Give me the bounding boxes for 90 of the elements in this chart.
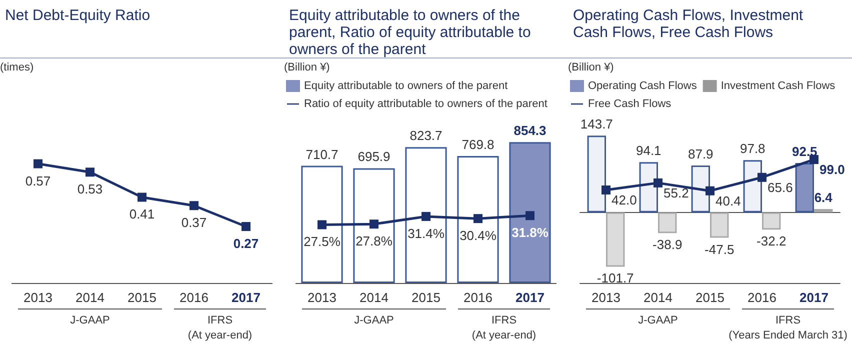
data-label: -32.2: [756, 234, 786, 249]
data-label: 31.8%: [512, 225, 549, 240]
data-label: 55.2: [664, 185, 689, 200]
data-label: 143.7: [580, 116, 613, 132]
point: [706, 186, 714, 196]
data-label: 65.6: [768, 180, 793, 195]
data-label: 0.57: [25, 173, 51, 188]
point: [34, 159, 42, 168]
bar: [457, 156, 499, 283]
y-axis-title: (Billion ¥): [568, 62, 614, 74]
x-tick-label: 2015: [412, 290, 440, 305]
point: [86, 168, 94, 177]
point: [190, 201, 198, 210]
x-tick-label: 2014: [76, 290, 104, 305]
y-axis-title: (Billion ¥): [284, 62, 330, 74]
data-label: 0.41: [129, 206, 155, 222]
point: [654, 178, 662, 188]
x-tick-label: 2016: [464, 290, 492, 305]
x-tick-label: 2017: [232, 290, 260, 305]
bar: [710, 212, 729, 238]
text: J-GAAP: [70, 314, 110, 326]
legend-label: Free Cash Flows: [588, 98, 672, 110]
legend-label: Equity attributable to owners of the parent: [304, 80, 508, 92]
text: J-GAAP: [638, 314, 678, 326]
data-label: 94.1: [636, 143, 662, 158]
data-label: 854.3: [514, 123, 546, 138]
data-label: 0.27: [233, 236, 259, 252]
data-label: 97.8: [740, 141, 766, 156]
data-label: 710.7: [306, 146, 338, 162]
data-label: 823.7: [410, 128, 442, 144]
legend-label: Investment Cash Flows: [720, 80, 836, 92]
data-label: 6.4: [814, 190, 834, 205]
data-label: 769.8: [462, 137, 494, 152]
x-tick-label: 2013: [308, 290, 336, 305]
text: J-GAAP: [354, 314, 394, 326]
point: [318, 220, 326, 230]
chart-title: Equity attributable to owners of the parent, Ratio of equity attributable to owners of the parent: [289, 7, 535, 58]
data-label: -38.9: [652, 237, 682, 252]
data-label: 0.37: [181, 215, 207, 230]
data-label: 87.9: [688, 146, 714, 162]
data-label: -101.7: [596, 270, 634, 286]
point: [474, 214, 482, 224]
data-label: 27.5%: [304, 234, 341, 250]
text: IFRS (At year-end): [188, 314, 252, 342]
chart-title: Operating Cash Flows, Investment Cash Flows, Free Cash Flows: [573, 7, 808, 41]
data-label: -47.5: [704, 242, 734, 257]
x-tick-label: 2017: [800, 290, 828, 305]
bar: [639, 162, 658, 212]
x-tick-label: 2014: [360, 290, 388, 305]
point: [138, 192, 146, 202]
x-tick-label: 2015: [696, 290, 724, 305]
point: [526, 211, 534, 220]
chart-title: Net Debt-Equity Ratio: [5, 7, 150, 24]
point: [758, 172, 766, 182]
legend-label: Ratio of equity attributable to owners of the parent: [304, 98, 548, 110]
bar: [795, 163, 814, 212]
y-axis-title: (times): [0, 62, 34, 74]
text: IFRS (At year-end): [472, 314, 536, 342]
bar: [587, 136, 606, 212]
bar: [405, 147, 447, 283]
data-label: 42.0: [612, 192, 637, 208]
x-tick-label: 2015: [128, 290, 156, 305]
x-tick-label: 2013: [592, 290, 620, 305]
point: [370, 220, 378, 229]
bar: [658, 212, 677, 234]
bar: [353, 168, 395, 283]
x-tick-label: 2016: [180, 290, 208, 305]
x-tick-label: 2014: [644, 290, 672, 305]
x-tick-label: 2017: [516, 290, 544, 305]
bar: [743, 160, 762, 212]
bar: [762, 212, 781, 230]
point: [422, 212, 430, 221]
data-label: 27.8%: [356, 234, 393, 249]
point: [602, 185, 610, 194]
legend-label: Operating Cash Flows: [588, 80, 698, 92]
data-label: 92.5: [792, 144, 818, 160]
data-label: 31.4%: [408, 226, 445, 241]
point: [242, 222, 250, 232]
data-label: 695.9: [358, 149, 390, 164]
bar: [691, 165, 710, 212]
text: IFRS (Years Ended March 31): [728, 314, 848, 342]
bar: [509, 142, 551, 283]
data-label: 0.53: [77, 182, 103, 197]
data-label: 40.4: [716, 193, 741, 208]
data-label: 30.4%: [460, 228, 497, 244]
bar: [606, 212, 625, 267]
data-label: 99.0: [820, 162, 845, 178]
bar: [301, 166, 343, 283]
x-tick-label: 2016: [748, 290, 776, 305]
x-tick-label: 2013: [24, 290, 52, 305]
